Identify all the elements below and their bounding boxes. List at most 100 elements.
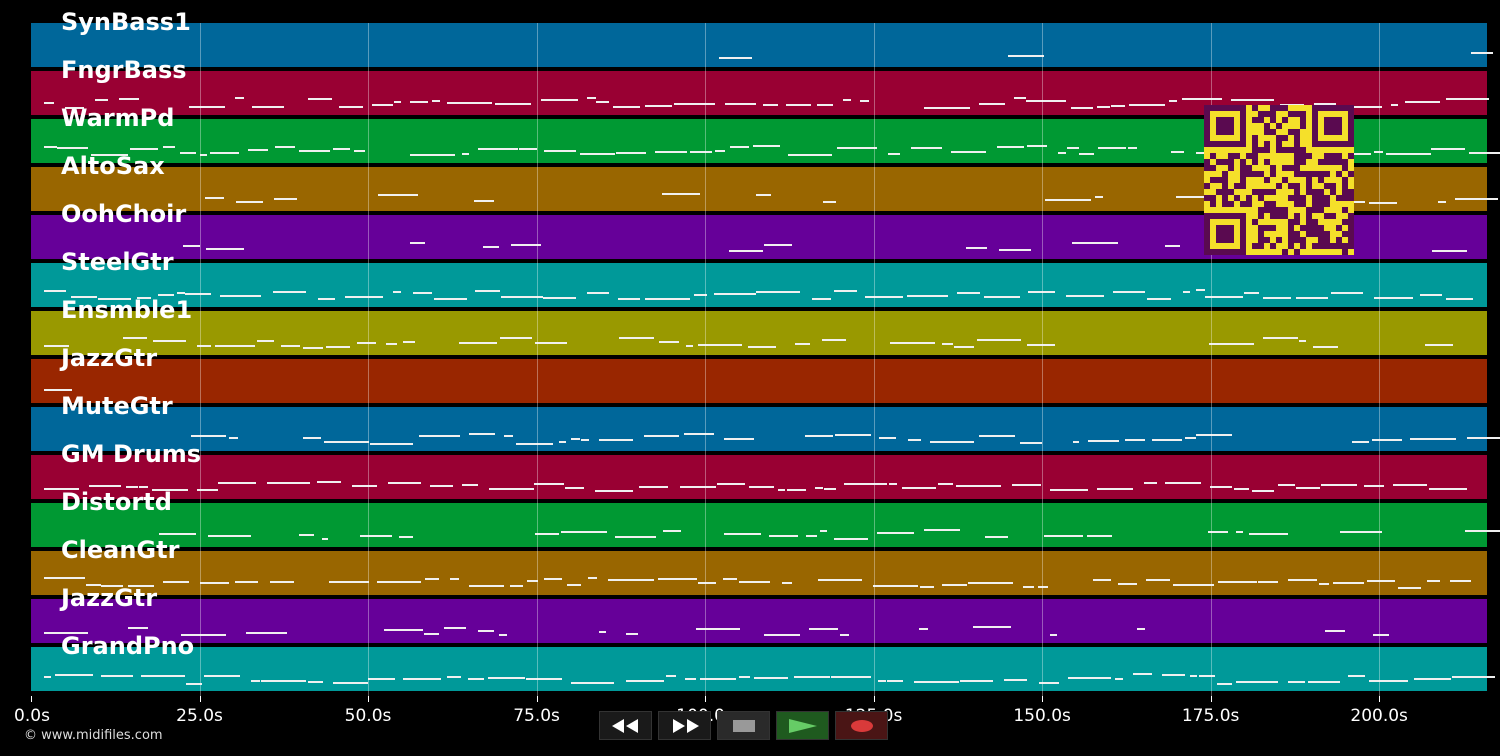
midi-note <box>57 146 89 149</box>
midi-note <box>1145 578 1171 581</box>
gridline <box>1379 23 1381 696</box>
midi-note <box>444 627 466 630</box>
midi-note <box>1209 485 1232 488</box>
midi-note <box>809 627 839 630</box>
track-lane[interactable]: MuteGtr <box>31 392 1500 453</box>
midi-note <box>302 346 324 349</box>
track-lane[interactable]: JazzGtr <box>31 584 1487 645</box>
midi-note <box>1147 297 1172 300</box>
midi-note <box>724 533 762 536</box>
midi-note <box>1195 289 1206 292</box>
midi-note <box>159 532 197 535</box>
midi-note <box>409 242 425 245</box>
midi-note <box>44 146 57 149</box>
play-button[interactable] <box>776 711 829 740</box>
midi-note <box>367 677 396 680</box>
midi-note <box>140 674 185 677</box>
track-lane[interactable]: JazzGtr <box>31 344 1487 405</box>
midi-note <box>138 485 149 488</box>
midi-note <box>1313 102 1336 105</box>
midi-note <box>794 676 830 679</box>
tick-label: 25.0s <box>176 706 223 726</box>
midi-note <box>1094 195 1103 198</box>
midi-note <box>1390 104 1399 106</box>
midi-note <box>878 437 896 440</box>
midi-note <box>540 98 579 101</box>
midi-note <box>781 582 792 585</box>
track-name-label: GM Drums <box>61 440 202 468</box>
midi-note <box>753 677 788 680</box>
midi-note <box>257 340 275 343</box>
midi-note <box>748 345 777 348</box>
midi-note <box>251 680 261 683</box>
midi-note <box>728 250 763 252</box>
track-lane[interactable]: Distortd <box>31 488 1500 549</box>
midi-note <box>318 298 336 301</box>
midi-note <box>714 149 725 152</box>
midi-note <box>596 100 610 103</box>
stop-button[interactable] <box>717 711 770 740</box>
midi-note <box>274 198 298 201</box>
midi-note <box>1386 153 1431 156</box>
midi-note <box>1208 530 1228 533</box>
midi-note <box>579 153 615 156</box>
midi-note <box>1464 529 1500 532</box>
midi-note <box>1320 483 1357 486</box>
midi-note <box>877 679 887 682</box>
track-lane[interactable]: SynBass1 <box>31 8 1493 69</box>
midi-note <box>533 483 565 486</box>
midi-note <box>833 538 869 541</box>
midi-note <box>587 97 596 100</box>
track-lane[interactable]: GM Drums <box>31 440 1487 501</box>
fast-forward-button[interactable] <box>658 711 711 740</box>
record-button[interactable] <box>835 711 888 740</box>
track-lane[interactable]: CleanGtr <box>31 536 1487 597</box>
midi-note <box>324 440 369 443</box>
midi-note <box>338 106 364 109</box>
rewind-button[interactable] <box>599 711 652 740</box>
tick-label: 50.0s <box>344 706 392 726</box>
midi-note <box>953 345 974 348</box>
midi-note <box>976 339 1022 342</box>
midi-note <box>1373 634 1389 637</box>
midi-note <box>273 291 307 294</box>
midi-note <box>510 585 524 588</box>
tick-label: 150.0s <box>1013 706 1071 726</box>
midi-note <box>1114 678 1123 681</box>
midi-note <box>101 585 124 588</box>
midi-note <box>518 147 537 150</box>
track-lane[interactable]: SteelGtr <box>31 248 1487 309</box>
midi-note <box>1288 578 1317 581</box>
midi-note <box>1066 147 1080 149</box>
midi-note <box>386 343 397 346</box>
midi-note <box>1428 487 1467 490</box>
midi-note <box>235 97 244 100</box>
tick-mark <box>1042 696 1044 702</box>
midi-note <box>1404 100 1441 103</box>
midi-note <box>942 583 967 586</box>
midi-note <box>843 483 887 486</box>
midi-note <box>1216 682 1232 685</box>
midi-note <box>1368 201 1398 204</box>
midi-note <box>218 481 256 484</box>
midi-note <box>332 148 350 151</box>
track-lane[interactable]: Ensmble1 <box>31 296 1487 357</box>
midi-note <box>657 577 698 580</box>
midi-note <box>626 632 638 635</box>
midi-note <box>1050 634 1058 637</box>
midi-note <box>1027 290 1055 293</box>
midi-note <box>185 682 203 685</box>
midi-note <box>44 676 52 679</box>
track-name-label: GrandPno <box>61 632 195 660</box>
tick-mark <box>31 696 32 702</box>
midi-note <box>985 535 1008 538</box>
midi-note <box>717 482 745 485</box>
midi-note <box>119 97 139 100</box>
track-lane[interactable]: GrandPno <box>31 632 1496 693</box>
midi-note <box>446 101 493 104</box>
midi-note <box>1020 442 1043 445</box>
midi-note <box>1398 586 1422 589</box>
midi-note <box>1112 290 1145 293</box>
midi-note <box>1368 679 1408 682</box>
midi-note <box>694 294 708 297</box>
